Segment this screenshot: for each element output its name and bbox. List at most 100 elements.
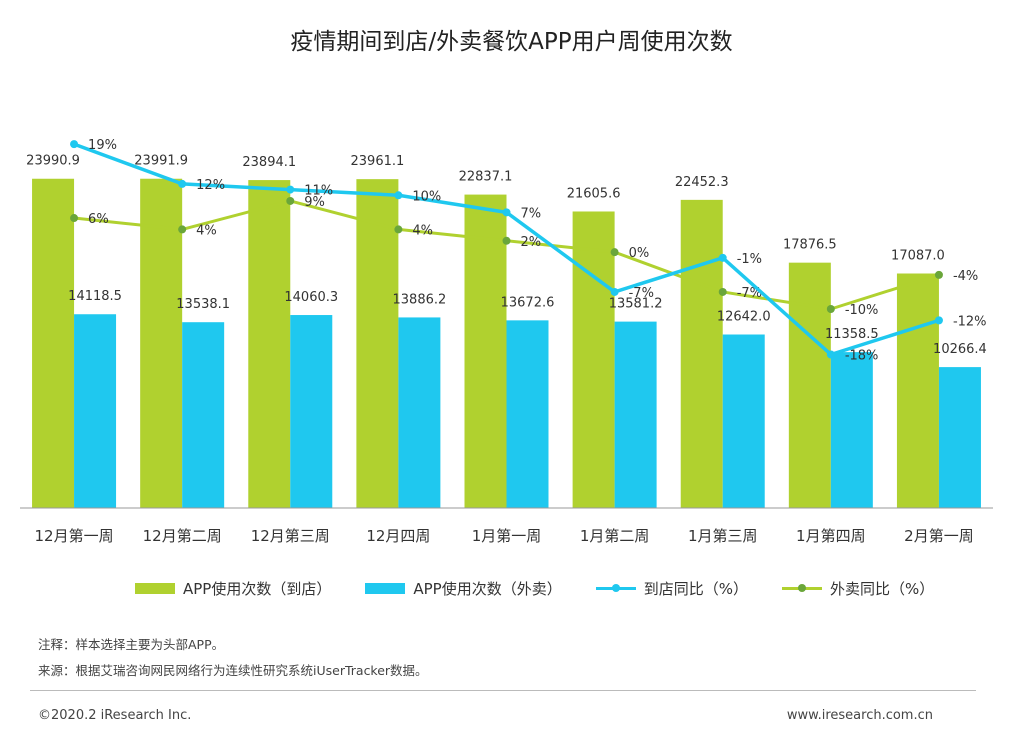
point-takeout-yoy-7: [826, 305, 835, 313]
bar-dine-in-5: [572, 211, 615, 509]
bar-dine-in-8: [896, 273, 939, 508]
point-takeout-yoy-0: [70, 214, 79, 223]
bar-dine-in-4: [464, 194, 507, 508]
bar-label-dine-in-4: 22837.1: [459, 170, 513, 185]
legend-swatch-dine-in-usage: [135, 582, 175, 594]
x-tick-label-4: 1月第一周: [472, 527, 542, 545]
legend-swatch-dine-in-yoy: [595, 582, 636, 594]
bar-label-dine-in-8: 17087.0: [891, 248, 945, 263]
notes: 注释：样本选择主要为头部APP。 来源：根据艾瑞咨询网民网络行为连续性研究系统i…: [38, 632, 428, 684]
point-label-dine-in-yoy-1: 12%: [196, 178, 225, 193]
point-label-dine-in-yoy-3: 10%: [412, 189, 441, 204]
bar-dine-in-6: [680, 199, 723, 508]
source-text: 来源：根据艾瑞咨询网民网络行为连续性研究系统iUserTracker数据。: [38, 663, 428, 678]
point-dine-in-yoy-0: [70, 140, 79, 149]
footer-divider: [30, 690, 976, 691]
point-label-dine-in-yoy-2: 11%: [304, 184, 333, 199]
bar-label-takeout-6: 12642.0: [717, 309, 771, 324]
point-takeout-yoy-4: [502, 236, 511, 245]
x-tick-label-0: 12月第一周: [35, 527, 114, 545]
point-dine-in-yoy-5: [610, 287, 619, 296]
bar-label-takeout-5: 13581.2: [609, 297, 663, 312]
bar-label-dine-in-6: 22452.3: [675, 175, 729, 190]
bar-label-dine-in-7: 17876.5: [783, 238, 837, 253]
point-dine-in-yoy-6: [718, 253, 727, 262]
bar-takeout-5: [614, 321, 657, 508]
bar-dine-in-1: [140, 178, 183, 508]
point-takeout-yoy-6: [718, 287, 727, 296]
legend-item-dine-in-usage: APP使用次数（到店）: [135, 578, 331, 599]
point-dine-in-yoy-8: [934, 316, 943, 325]
x-tick-label-1: 12月第二周: [143, 527, 222, 545]
legend-item-takeout-usage: APP使用次数（外卖）: [365, 578, 562, 599]
bar-label-takeout-3: 13886.2: [393, 292, 447, 307]
bar-label-dine-in-1: 23991.9: [134, 154, 188, 169]
chart-area: 23990.9 23991.9 23894.1 23961.1 22837.1 21605…: [20, 138, 993, 545]
bar-takeout-1: [182, 322, 225, 508]
point-dine-in-yoy-1: [178, 179, 187, 188]
bar-takeout-8: [938, 367, 981, 508]
point-takeout-yoy-2: [286, 196, 295, 205]
chart-title: 疫情期间到店/外卖餐饮APP用户周使用次数: [290, 29, 733, 55]
bar-takeout-2: [290, 315, 333, 508]
point-takeout-yoy-3: [394, 225, 403, 234]
bar-label-dine-in-2: 23894.1: [242, 155, 296, 170]
bar-label-dine-in-3: 23961.1: [351, 154, 405, 169]
point-label-takeout-yoy-8: -4%: [953, 269, 978, 284]
bar-label-dine-in-0: 23990.9: [26, 154, 80, 169]
bar-dine-in-7: [788, 262, 831, 508]
bar-takeout-6: [722, 334, 765, 508]
point-label-takeout-yoy-6: -7%: [737, 286, 762, 301]
bar-label-dine-in-5: 21605.6: [567, 186, 621, 201]
point-label-dine-in-yoy-7: -18%: [845, 348, 879, 363]
point-takeout-yoy-5: [610, 248, 619, 257]
note-text: 注释：样本选择主要为头部APP。: [38, 637, 225, 652]
legend-label-dine-in-usage: APP使用次数（到店）: [183, 579, 332, 598]
point-dine-in-yoy-7: [826, 350, 835, 359]
legend-label-dine-in-yoy: 到店同比（%）: [643, 579, 748, 598]
point-takeout-yoy-1: [178, 225, 187, 234]
legend-swatch-takeout-usage: [365, 582, 406, 594]
bar-takeout-4: [506, 320, 549, 508]
point-label-takeout-yoy-4: 2%: [521, 235, 542, 250]
bar-label-takeout-4: 13672.6: [501, 295, 555, 310]
point-dine-in-yoy-4: [502, 208, 511, 217]
bar-takeout-3: [398, 317, 441, 508]
bar-takeout-7: [830, 352, 873, 508]
bar-label-takeout-2: 14060.3: [284, 290, 338, 305]
point-label-dine-in-yoy-6: -1%: [737, 252, 762, 267]
point-label-dine-in-yoy-4: 7%: [521, 206, 542, 221]
bar-dine-in-0: [32, 178, 75, 508]
bar-label-takeout-0: 14118.5: [68, 289, 122, 304]
bar-takeout-0: [74, 314, 117, 508]
x-tick-label-7: 1月第四周: [796, 527, 866, 545]
legend-label-takeout-usage: APP使用次数（外卖）: [413, 579, 562, 598]
bar-dine-in-2: [248, 180, 291, 508]
legend-swatch-takeout-yoy: [781, 582, 822, 594]
point-label-takeout-yoy-0: 6%: [88, 212, 109, 227]
point-takeout-yoy-8: [934, 270, 943, 279]
x-tick-label-2: 12月第三周: [251, 527, 330, 545]
bar-label-takeout-8: 10266.4: [933, 342, 987, 357]
point-label-takeout-yoy-5: 0%: [629, 246, 650, 261]
legend-item-dine-in-yoy: 到店同比（%）: [595, 578, 748, 599]
legend-label-takeout-yoy: 外卖同比（%）: [829, 579, 935, 598]
point-label-takeout-yoy-1: 4%: [196, 223, 217, 238]
x-tick-label-6: 1月第三周: [688, 527, 758, 545]
bar-label-takeout-1: 13538.1: [176, 297, 230, 312]
bar-label-takeout-7: 11358.5: [825, 327, 879, 342]
legend-item-takeout-yoy: 外卖同比（%）: [781, 578, 935, 599]
point-label-takeout-yoy-3: 4%: [412, 223, 433, 238]
website: www.iresearch.com.cn: [786, 708, 933, 723]
x-tick-label-5: 1月第二周: [580, 527, 650, 545]
point-label-dine-in-yoy-0: 19%: [88, 138, 117, 153]
bar-dine-in-3: [356, 179, 399, 509]
point-label-dine-in-yoy-8: -12%: [953, 314, 987, 329]
point-dine-in-yoy-2: [286, 185, 295, 194]
point-label-dine-in-yoy-5: -7%: [629, 286, 654, 301]
x-tick-label-8: 2月第一周: [904, 527, 974, 545]
x-tick-label-3: 12月四周: [366, 527, 430, 545]
point-dine-in-yoy-3: [394, 191, 403, 200]
copyright: ©2020.2 iResearch Inc.: [38, 708, 192, 723]
point-label-takeout-yoy-2: 9%: [304, 195, 325, 210]
